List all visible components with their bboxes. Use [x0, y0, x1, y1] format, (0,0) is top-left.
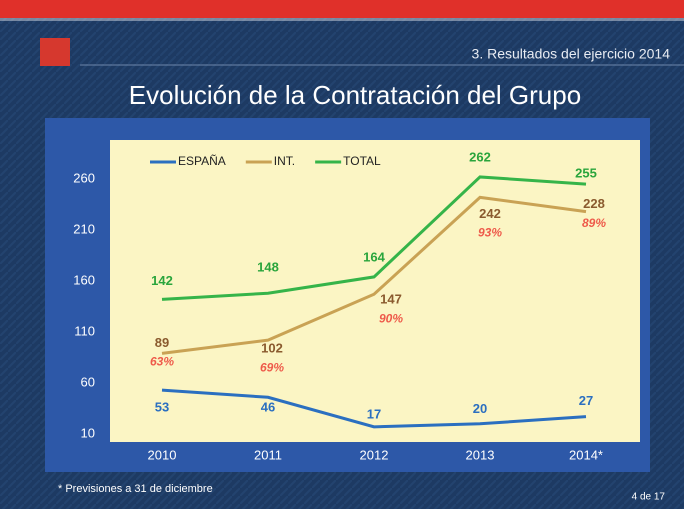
data-label: 89: [155, 335, 169, 350]
data-label: 242: [479, 206, 501, 221]
y-tick-label: 60: [81, 374, 95, 389]
data-label: 46: [261, 400, 275, 415]
x-tick-label: 2012: [360, 447, 389, 462]
data-label: 164: [363, 249, 385, 264]
data-label: 102: [261, 341, 283, 356]
share-label: 69%: [260, 360, 284, 374]
series-line: [161, 175, 587, 301]
legend-label: INT.: [274, 154, 295, 168]
share-label: 90%: [379, 311, 403, 325]
page-number: 4 de 17: [632, 492, 666, 503]
share-label: 63%: [150, 355, 174, 369]
y-tick-label: 110: [74, 323, 95, 338]
plot-area: [110, 140, 640, 442]
data-label: 17: [367, 406, 381, 421]
x-tick-label: 2010: [148, 447, 177, 462]
logo: [40, 38, 70, 66]
y-tick-label: 160: [73, 272, 95, 287]
data-label: 148: [257, 260, 279, 275]
top-bar-edge: [0, 18, 684, 21]
share-label: 93%: [478, 226, 502, 240]
data-label: 53: [155, 400, 169, 415]
x-tick-label: 2011: [254, 447, 282, 462]
chart-title: Evolución de la Contratación del Grupo: [129, 80, 581, 110]
data-label: 262: [469, 149, 491, 164]
footnote: * Previsiones a 31 de diciembre: [58, 483, 213, 495]
data-label: 20: [473, 401, 487, 416]
x-tick-label: 2014*: [569, 447, 603, 462]
x-tick-label: 2013: [466, 447, 495, 462]
y-tick-label: 210: [73, 221, 95, 236]
data-label: 255: [575, 166, 597, 181]
y-tick-label: 260: [73, 170, 95, 185]
data-label: 228: [583, 196, 605, 211]
legend-label: ESPAÑA: [178, 154, 226, 168]
header: 3. Resultados del ejercicio 2014: [472, 46, 671, 62]
legend-label: TOTAL: [343, 154, 381, 168]
data-label: 27: [579, 393, 593, 408]
series-line: [161, 195, 587, 355]
data-label: 142: [151, 273, 173, 288]
top-bar: [0, 0, 684, 18]
series-line: [161, 388, 587, 429]
data-label: 147: [380, 292, 402, 307]
y-tick-label: 10: [81, 425, 95, 440]
share-label: 89%: [582, 216, 606, 230]
